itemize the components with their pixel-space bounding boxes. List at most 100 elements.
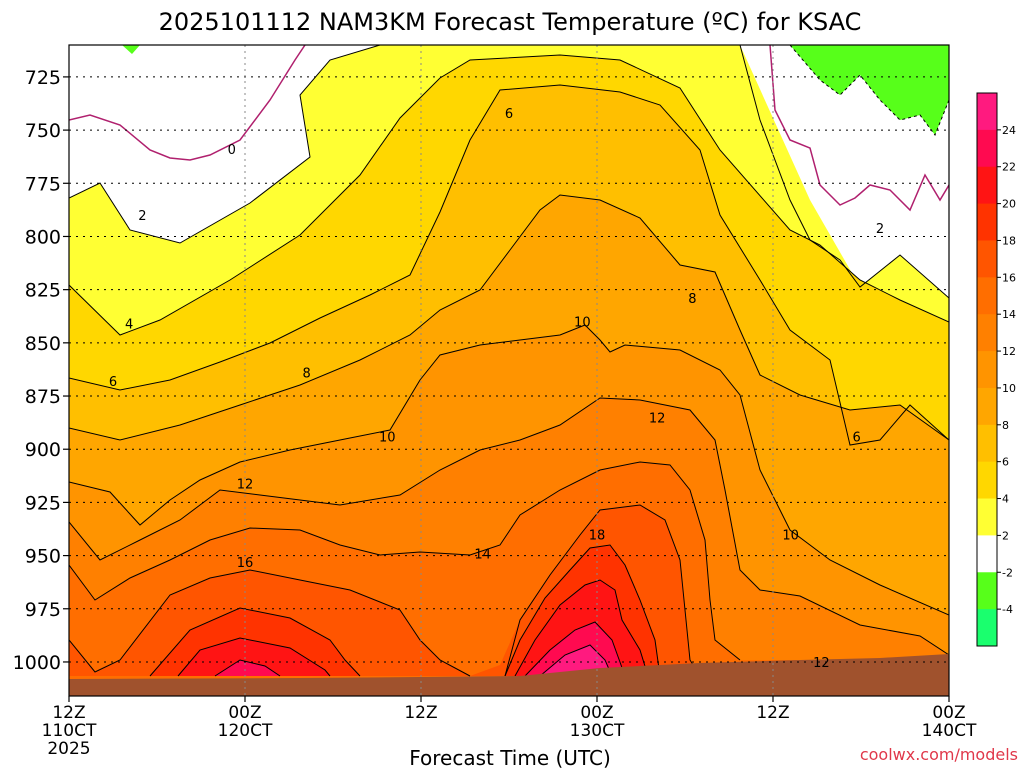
contour-label-14: 18 [589, 528, 606, 543]
contour-label-17: 12 [813, 656, 830, 671]
colorbar-swatch-13 [977, 572, 997, 610]
colorbar-swatch-2 [977, 166, 997, 205]
contour-6 [69, 84, 949, 446]
contour-label-11: 6 [852, 430, 860, 445]
contour-label-6: 10 [574, 316, 591, 331]
colorbar-frame [976, 92, 998, 647]
ytick-label-925: 925 [25, 492, 61, 514]
time-gridlines [244, 45, 774, 696]
colorbar-label-7: 10 [1002, 382, 1016, 395]
xtick-date-5: 140CT [922, 721, 977, 741]
xtick-hour-0: 12Z [52, 703, 85, 723]
colorbar-swatch-7 [977, 351, 997, 389]
colorbar-label-8: 8 [1002, 419, 1009, 432]
contour-label-12: 12 [237, 477, 254, 492]
y-axis: 725 750 775 800 825 850 875 900 925 950 975 1000 [13, 67, 69, 674]
contour-lines [69, 45, 949, 677]
colorbar-label-3: 18 [1002, 234, 1016, 247]
temperature-fills [69, 45, 949, 696]
contour-label-3: 2 [876, 222, 884, 237]
fill-ge24 [540, 645, 612, 676]
ytick-label-1000: 1000 [13, 652, 61, 674]
colorbar-swatch-5 [977, 277, 997, 315]
colorbar-label-10: 4 [1002, 493, 1009, 506]
colorbar-swatch-3 [977, 203, 997, 241]
contour-8 [69, 194, 949, 441]
ytick-label-875: 875 [25, 386, 61, 408]
contour-0-right [769, 45, 949, 212]
contour-24 [539, 644, 613, 677]
contour-label-2: 6 [505, 107, 513, 122]
xtick-date-1: 120CT [218, 721, 273, 741]
colorbar-label-0: 24 [1002, 124, 1016, 137]
colorbar-label-11: 2 [1002, 529, 1009, 542]
contour-16 [69, 504, 701, 677]
colorbar-swatch-4 [977, 240, 997, 278]
xtick-hour-1: 00Z [228, 703, 261, 723]
xtick-hour-4: 12Z [756, 703, 789, 723]
fill-ge18 [150, 545, 660, 676]
colorbar-label-4: 16 [1002, 271, 1016, 284]
xtick-hour-2: 12Z [404, 703, 437, 723]
contour-label-15: 14 [474, 547, 491, 562]
colorbar-label-9: 6 [1002, 456, 1009, 469]
colorbar-label-6: 12 [1002, 345, 1016, 358]
colorbar-swatch-9 [977, 424, 997, 463]
colorbar-swatch-10 [977, 461, 997, 500]
contour-label-0: 0 [228, 143, 236, 158]
xtick-year-0: 2025 [47, 739, 90, 759]
contour-0-left [69, 45, 306, 161]
contour-22 [214, 621, 626, 677]
contour-18 [149, 544, 661, 677]
contour-label-10: 10 [379, 430, 396, 445]
ytick-label-850: 850 [25, 333, 61, 355]
ytick-label-725: 725 [25, 67, 61, 89]
ytick-label-750: 750 [25, 120, 61, 142]
contour-label-4: 8 [688, 292, 696, 307]
contour-20 [177, 579, 649, 677]
colorbar-swatch-1 [977, 129, 997, 168]
xtick-hour-3: 00Z [580, 703, 613, 723]
ytick-label-775: 775 [25, 173, 61, 195]
colorbar: 24 22 20 18 16 14 12 10 8 6 4 2 -2 -4 [976, 92, 1016, 647]
contour-4 [69, 54, 949, 336]
contour-neg2-right [789, 45, 949, 137]
xtick-date-3: 130CT [570, 721, 625, 741]
contour-label-1: 2 [138, 209, 146, 224]
colorbar-swatch-6 [977, 314, 997, 352]
colorbar-label-12: -2 [1002, 566, 1013, 579]
plot-frame [68, 44, 950, 697]
colorbar-label-5: 14 [1002, 308, 1016, 321]
x-axis-title: Forecast Time (UTC) [409, 746, 611, 768]
colorbar-label-2: 20 [1002, 198, 1016, 211]
terrain [69, 654, 949, 696]
contour-label-9: 12 [649, 411, 666, 426]
contour-label-5: 4 [125, 318, 133, 333]
contour-label-7: 6 [109, 375, 117, 390]
credit-text: coolwx.com/models [860, 745, 1018, 764]
xtick-hour-5: 00Z [932, 703, 965, 723]
contour-labels: 0 2 6 2 8 4 10 6 8 12 10 6 12 10 18 14 16 12 [109, 107, 884, 671]
contour-label-16: 16 [237, 556, 254, 571]
ytick-label-825: 825 [25, 280, 61, 302]
ytick-label-800: 800 [25, 226, 61, 248]
contour-10 [69, 324, 949, 616]
colorbar-swatch-12 [977, 535, 997, 573]
colorbar-label-13: -4 [1002, 603, 1013, 616]
colorbar-swatch-8 [977, 387, 997, 426]
xtick-date-0: 110CT [42, 721, 97, 741]
fill-lt-neg2-right [790, 45, 949, 135]
contour-label-8: 8 [302, 367, 310, 382]
colorbar-swatch-0 [977, 93, 997, 131]
colorbar-swatch-14 [977, 609, 997, 647]
ytick-label-900: 900 [25, 439, 61, 461]
ytick-label-950: 950 [25, 546, 61, 568]
colorbar-swatch-11 [977, 498, 997, 536]
ytick-label-975: 975 [25, 599, 61, 621]
contour-12 [69, 397, 949, 656]
colorbar-label-1: 22 [1002, 161, 1016, 174]
chart-title: 2025101112 NAM3KM Forecast Temperature (… [159, 8, 862, 36]
contour-14 [69, 461, 741, 661]
